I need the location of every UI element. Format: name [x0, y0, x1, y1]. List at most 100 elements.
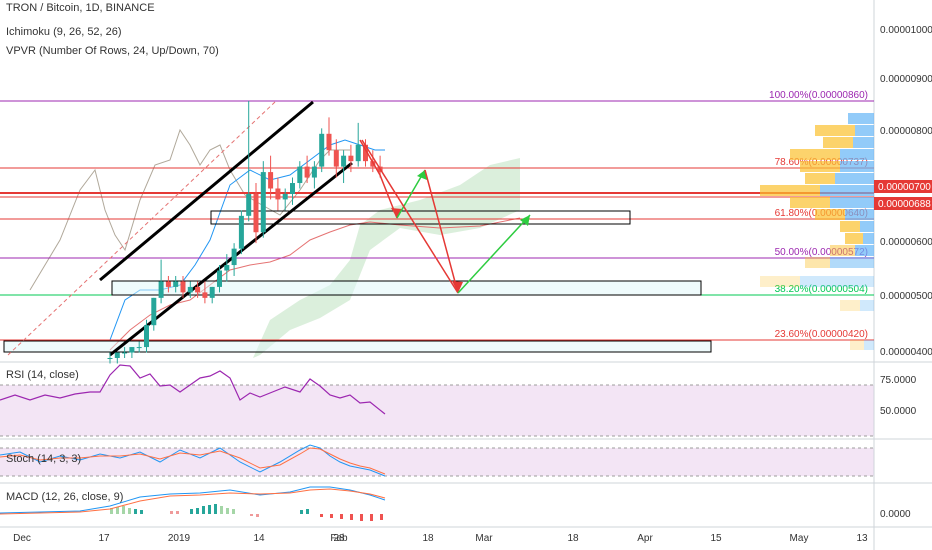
candle-body	[363, 144, 368, 162]
price-tag-current	[874, 180, 932, 193]
candle-body	[144, 325, 149, 348]
candle-body	[217, 270, 222, 287]
vpvr-legend[interactable]: VPVR (Number Of Rows, 24, Up/Down, 70)	[6, 45, 219, 57]
candle-body	[275, 188, 281, 200]
candle-body	[238, 215, 244, 249]
candle-body	[304, 166, 310, 178]
ichimoku-cloud	[253, 158, 520, 358]
macd-tick-label: 0.0000	[880, 509, 911, 520]
macd-signal-line	[0, 488, 386, 515]
time-tick-label: 13	[856, 533, 868, 544]
arrow-head	[417, 170, 427, 180]
time-tick-label: Dec	[13, 533, 31, 544]
time-tick-label: Feb	[330, 533, 348, 544]
fib-level-label: 50.00%(0.00000572)	[775, 247, 868, 258]
candle-body	[165, 281, 171, 287]
projection-arrows[interactable]	[359, 139, 531, 294]
symbol-legend[interactable]: TRON / Bitcoin, 1D, BINANCE	[6, 2, 155, 14]
candle-body	[311, 166, 317, 178]
price-tick-label: 0.00000800	[880, 126, 932, 137]
time-tick-label: Mar	[475, 533, 493, 544]
main-pane[interactable]	[0, 0, 874, 358]
arrow-head	[520, 215, 530, 226]
candle-body	[290, 183, 295, 194]
rsi-tick-label: 75.0000	[880, 375, 917, 386]
candle-body	[202, 292, 208, 298]
candle-body	[224, 265, 230, 271]
candle-body	[173, 281, 179, 287]
price-tag-label: 0.00000700	[878, 182, 931, 193]
candle-body	[107, 358, 113, 359]
fib-level-label: 100.00%(0.00000860)	[769, 90, 868, 101]
candle-body	[253, 193, 259, 233]
price-tag-level	[874, 197, 932, 210]
candle-body	[333, 150, 339, 167]
candle-body	[319, 133, 325, 167]
price-axis[interactable]: 0.00001000 0.00000900 0.00000800 0.00000600…	[880, 25, 932, 358]
candle-body	[122, 352, 128, 354]
time-tick-label: 2019	[168, 533, 191, 544]
rsi-legend[interactable]: RSI (14, close)	[6, 369, 79, 381]
rsi-line	[0, 364, 386, 415]
time-axis[interactable]: Dec 17 2019 14 28 18 Mar 18 Apr 15 May 13 Feb	[13, 533, 868, 544]
candle-body	[282, 193, 288, 200]
rsi-tick-label: 50.0000	[880, 406, 917, 417]
price-tag-label: 0.00000688	[878, 199, 931, 210]
stoch-d-line	[0, 447, 386, 475]
arrow-head	[452, 281, 463, 293]
red-arrow-down-1	[359, 139, 398, 219]
candle-body	[180, 281, 186, 293]
price-tick-label: 0.00000500	[880, 291, 932, 302]
time-tick-label: 18	[567, 533, 579, 544]
time-tick-label: 14	[253, 533, 265, 544]
lower-zone-box[interactable]	[3, 340, 712, 353]
fib-level-label: 38.20%(0.00000504)	[775, 284, 868, 295]
candle-body	[151, 297, 157, 326]
rsi-band	[0, 385, 874, 436]
candle-body	[209, 286, 215, 298]
green-arrow-up-2	[457, 214, 531, 294]
price-tick-label: 0.00000600	[880, 237, 932, 248]
candle-body	[355, 144, 361, 162]
price-tick-label: 0.00001000	[880, 25, 932, 36]
red-arrow-down-2	[424, 169, 459, 294]
time-tick-label: Apr	[637, 533, 653, 544]
dashed-trend-line[interactable]	[7, 101, 276, 356]
stoch-legend[interactable]: Stoch (14, 3, 3)	[6, 453, 82, 465]
candle-body	[114, 352, 120, 358]
red-arrow-down-3	[361, 139, 459, 294]
candle-body	[136, 347, 142, 349]
macd-histogram	[110, 504, 383, 521]
candle-body	[129, 347, 135, 353]
candle-body	[348, 155, 354, 162]
ichimoku-legend[interactable]: Ichimoku (9, 26, 52, 26)	[6, 26, 122, 38]
channel-lower-line[interactable]	[109, 161, 353, 357]
candle-body	[187, 286, 193, 293]
stoch-band	[0, 448, 874, 476]
candle-body	[326, 133, 332, 151]
price-tick-label: 0.00000900	[880, 74, 932, 85]
macd-line	[0, 486, 386, 514]
macd-legend[interactable]: MACD (12, 26, close, 9)	[6, 491, 124, 503]
candle-body	[195, 286, 201, 293]
time-tick-label: 15	[710, 533, 722, 544]
fib-level-label: 23.60%(0.00000420)	[775, 329, 868, 340]
supply-zone-box[interactable]	[210, 210, 631, 225]
candle-body	[246, 193, 252, 216]
demand-zone-box[interactable]	[111, 280, 702, 296]
volume-profile	[760, 113, 874, 350]
price-tick-label: 0.00000400	[880, 347, 932, 358]
arrow-head	[391, 208, 402, 218]
candle-body	[158, 281, 164, 298]
candle-body	[297, 166, 303, 184]
time-tick-label: 28	[333, 533, 345, 544]
candle-body	[231, 248, 237, 266]
candle-body	[260, 172, 266, 233]
time-tick-label: 18	[422, 533, 434, 544]
candlestick-series	[107, 101, 383, 364]
candle-body	[341, 155, 347, 167]
time-tick-label: May	[790, 533, 809, 544]
channel-upper-line[interactable]	[99, 100, 314, 282]
green-arrow-up-1	[396, 169, 426, 219]
